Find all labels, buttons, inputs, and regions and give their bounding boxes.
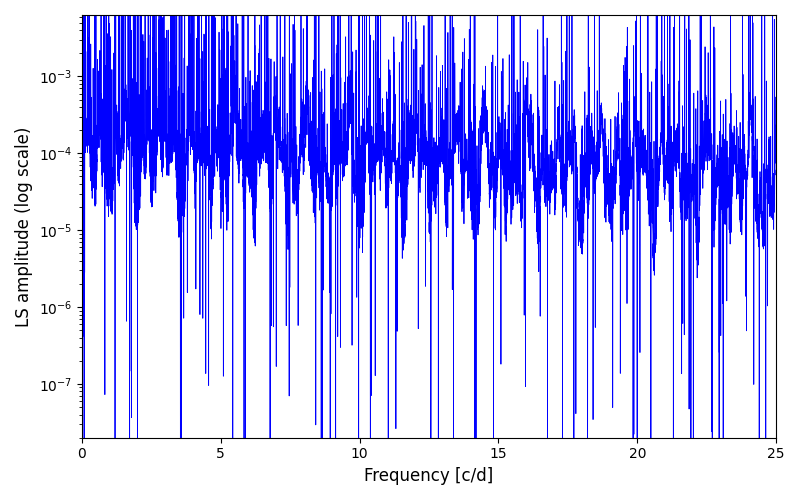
Y-axis label: LS amplitude (log scale): LS amplitude (log scale) [15, 126, 33, 326]
X-axis label: Frequency [c/d]: Frequency [c/d] [364, 467, 494, 485]
